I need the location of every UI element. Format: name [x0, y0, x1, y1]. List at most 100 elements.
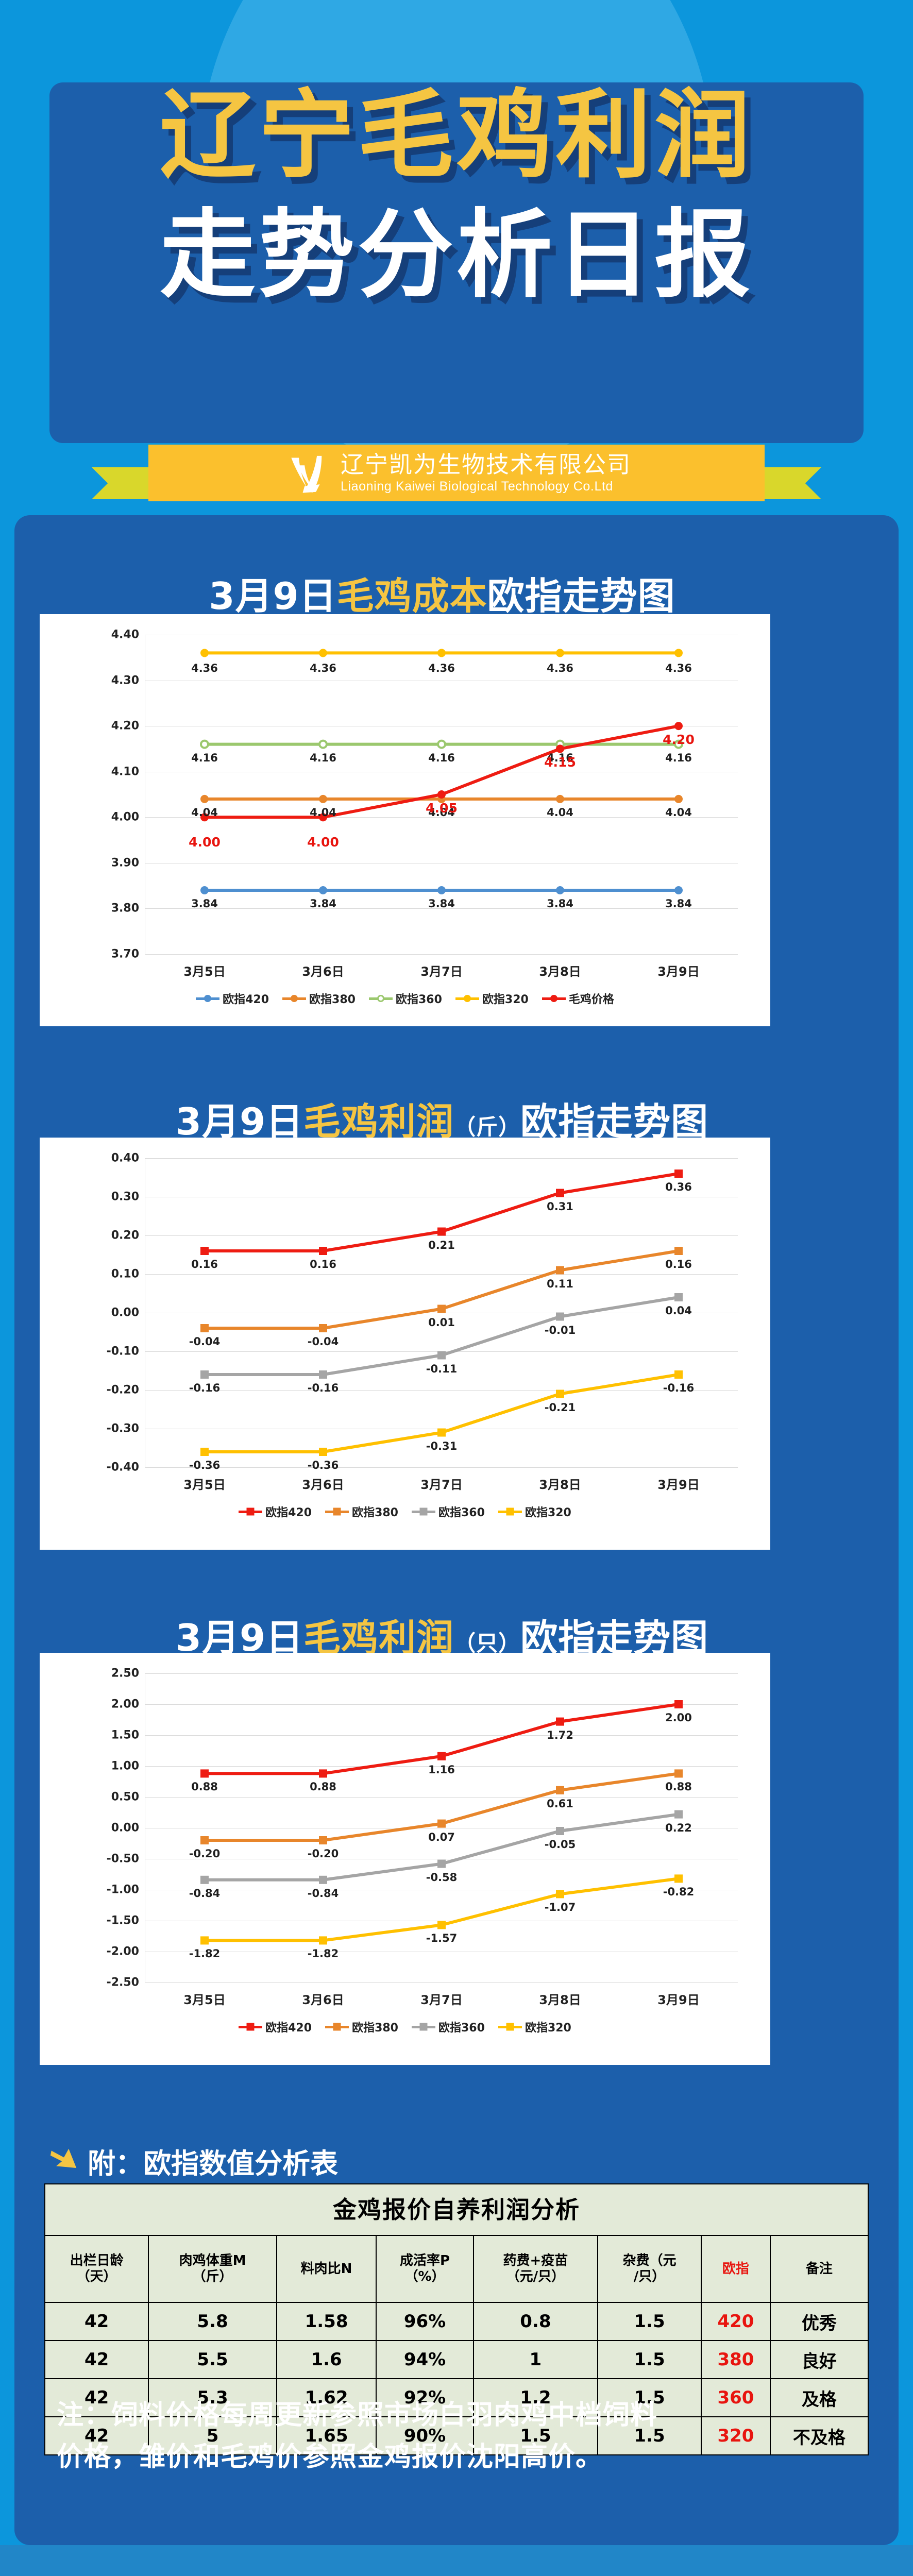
chart-card-profit-zhi: -2.50 -2.00 -1.50 -1.00 -0.50 0.00 0.50 1.00 1.5… [40, 1653, 770, 2065]
table-cell: 1.5 [597, 2378, 702, 2417]
chart-legend-item[interactable]: 毛鸡价格 [542, 990, 614, 1007]
chart-data-point [200, 1836, 209, 1844]
chart-gridline [145, 817, 738, 818]
chart-data-point [200, 1370, 209, 1379]
legend-swatch-icon [196, 995, 220, 1002]
chart-legend-label: 欧指360 [438, 1506, 485, 1519]
table-cell: 良好 [769, 2340, 869, 2379]
chart-data-label: -0.05 [544, 1838, 576, 1851]
section-3-date: 3月9日 [175, 1616, 304, 1659]
chart-data-point [674, 794, 683, 803]
chart-y-tick-label: 0.10 [111, 1267, 139, 1281]
chart-y-tick-label: 4.20 [111, 719, 139, 733]
chart-gridline [145, 1982, 738, 1983]
chart-x-tick-label: 3月6日 [302, 1478, 344, 1492]
chart-data-point [437, 1227, 446, 1236]
section-2-highlight: 毛鸡利润 [303, 1100, 454, 1143]
company-name-en: Liaoning Kaiwei Biological Technology Co… [340, 479, 614, 494]
chart-data-label: 4.15 [544, 755, 576, 770]
hero-title-line-2: 走势分析日报 [159, 199, 753, 311]
chart-y-tick-label: -2.50 [106, 1976, 139, 1989]
chart-data-label: -0.36 [307, 1459, 339, 1471]
chart-data-label: 4.36 [665, 662, 692, 675]
chart-data-label: 3.84 [428, 897, 455, 910]
chart-plot-area: -2.50 -2.00 -1.50 -1.00 -0.50 0.00 0.50 1.00 1.5… [107, 1667, 738, 2007]
chart-data-point [437, 1428, 446, 1437]
chart-data-point [674, 1247, 683, 1255]
table-cell: 不及格 [769, 2416, 869, 2455]
chart-data-label: 0.11 [547, 1277, 573, 1290]
section-3-tail: 欧指走势图 [520, 1616, 709, 1659]
chart-data-point [319, 1875, 327, 1884]
chart-data-point [319, 1836, 327, 1844]
chart-y-tick-label: -0.50 [106, 1852, 139, 1866]
table-cell: 5.5 [148, 2340, 277, 2379]
legend-marker-icon [246, 2023, 255, 2031]
table-cell: 1.5 [472, 2416, 598, 2455]
ouzhi-analysis-table: 金鸡报价自养利润分析 出栏日龄 （天） 肉鸡体重M （斤） 料肉比N 成活率P （%） 药费+… [44, 2183, 869, 2455]
table-cell: 1.62 [276, 2378, 377, 2417]
chart-data-label: 0.16 [191, 1258, 218, 1270]
chart-data-point [200, 1769, 209, 1778]
chart-data-point [319, 886, 327, 894]
chart-x-tick-label: 3月6日 [302, 1993, 344, 2007]
chart-data-point [556, 1389, 564, 1398]
chart-legend-item[interactable]: 欧指320 [498, 1503, 571, 1520]
table-head: 金鸡报价自养利润分析 出栏日龄 （天） 肉鸡体重M （斤） 料肉比N 成活率P （%） 药费+… [44, 2183, 869, 2303]
chart-legend-item[interactable]: 欧指360 [368, 990, 442, 1007]
chart-data-label: -0.04 [189, 1335, 221, 1348]
chart-data-point [200, 813, 209, 822]
chart-legend-item[interactable]: 欧指320 [498, 2019, 571, 2035]
chart-data-label: -1.57 [426, 1932, 458, 1945]
section-1-date: 3月9日 [209, 574, 337, 618]
chart-y-tick-label: 4.10 [111, 765, 139, 778]
chart-data-label: 4.00 [307, 835, 339, 850]
chart-data-label: 4.16 [547, 751, 573, 764]
chart-y-tick-label: -0.20 [106, 1383, 139, 1397]
chart-legend-item[interactable]: 欧指420 [196, 990, 269, 1007]
chart-x-tick-label: 3月8日 [539, 1478, 581, 1492]
company-ribbon: 辽宁凯为生物技术有限公司 Liaoning Kaiwei Biological … [0, 435, 913, 513]
chart-data-label: 4.16 [310, 751, 336, 764]
chart-x-tick-label: 3月5日 [183, 1478, 226, 1492]
chart-legend-item[interactable]: 欧指380 [325, 2019, 398, 2035]
chart-legend-item[interactable]: 欧指380 [282, 990, 356, 1007]
chart-series-layer [200, 1170, 683, 1456]
chart-legend-item[interactable]: 欧指420 [239, 1503, 312, 1520]
chart-data-label: 4.36 [310, 662, 336, 675]
table-cell: 90% [376, 2416, 474, 2455]
chart-data-point [437, 1304, 446, 1313]
table-cell: 92% [376, 2378, 474, 2417]
chart-y-tick-label: 3.70 [111, 947, 139, 961]
chart-x-tick-label: 3月9日 [657, 964, 700, 979]
chart-legend-item[interactable]: 欧指380 [325, 1503, 398, 1520]
table-cell: 及格 [769, 2378, 869, 2417]
chart-y-tick-label: -1.00 [106, 1883, 139, 1896]
table-cell: 1 [472, 2340, 598, 2379]
chart-data-label: 4.04 [547, 806, 573, 819]
chart-data-point [437, 1859, 446, 1868]
chart-data-label: -0.16 [663, 1382, 695, 1394]
chart-data-label: -0.04 [307, 1335, 339, 1348]
footer-bar: 服务 电话 13840641668 公司地址： 辽宁省锦州市高新技术产业开发区工… [0, 2545, 913, 2576]
chart-legend-item[interactable]: 欧指420 [239, 2019, 312, 2035]
chart-y-tick-label: 4.40 [111, 628, 139, 641]
chart-legend-item[interactable]: 欧指360 [412, 1503, 485, 1520]
chart-data-label: 1.72 [547, 1728, 573, 1741]
chart-data-label: -1.07 [544, 1901, 576, 1914]
chart-data-label: 0.04 [665, 1304, 692, 1317]
chart-legend-label: 欧指360 [438, 2022, 485, 2035]
section-2-paren: （斤） [454, 1114, 521, 1140]
chart-data-label: 1.16 [428, 1763, 455, 1776]
chart-gridline [145, 908, 738, 909]
chart-data-point [437, 1819, 446, 1828]
chart-legend-item[interactable]: 欧指320 [455, 990, 529, 1007]
chart-y-tick-label: 1.50 [111, 1728, 139, 1742]
chart-y-tick-label: 1.00 [111, 1759, 139, 1773]
chart-data-label: -0.20 [189, 1848, 221, 1860]
chart-y-tick-label: -1.50 [106, 1914, 139, 1927]
chart-legend: 欧指420 欧指380 欧指360 欧指320 [40, 1503, 770, 1520]
chart-legend-item[interactable]: 欧指360 [412, 2019, 485, 2035]
legend-marker-icon [506, 1507, 514, 1516]
chart-data-label: -0.36 [189, 1459, 221, 1471]
